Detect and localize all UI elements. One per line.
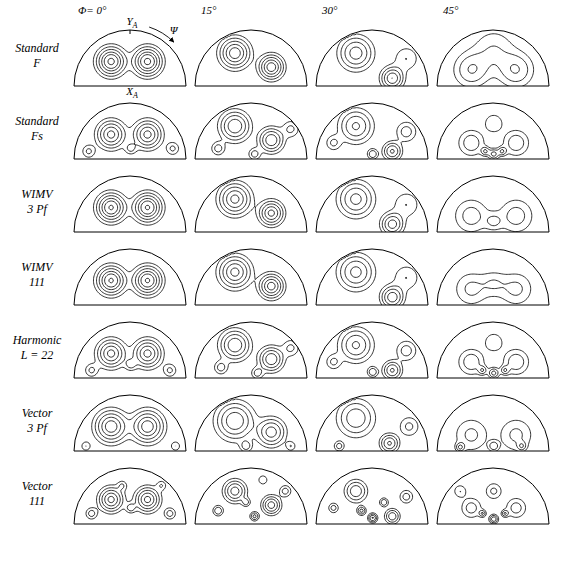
svg-text:WIMV111: WIMV111: [21, 260, 54, 289]
svg-text:HarmonicL = 22: HarmonicL = 22: [12, 333, 62, 362]
svg-text:Vector3 Pf: Vector3 Pf: [22, 406, 53, 435]
svg-text:WIMV3 Pf: WIMV3 Pf: [21, 187, 54, 216]
svg-text:30°: 30°: [321, 4, 338, 16]
svg-text:Ψ: Ψ: [170, 24, 179, 36]
svg-text:StandardF: StandardF: [15, 41, 60, 70]
svg-text:45°: 45°: [443, 4, 459, 16]
svg-text:15°: 15°: [201, 4, 217, 16]
svg-text:Φ= 0°: Φ= 0°: [78, 4, 107, 16]
svg-text:StandardFs: StandardFs: [15, 114, 60, 143]
svg-text:YA: YA: [126, 15, 137, 30]
svg-text:Vector111: Vector111: [22, 479, 53, 508]
svg-text:XA: XA: [125, 85, 138, 100]
